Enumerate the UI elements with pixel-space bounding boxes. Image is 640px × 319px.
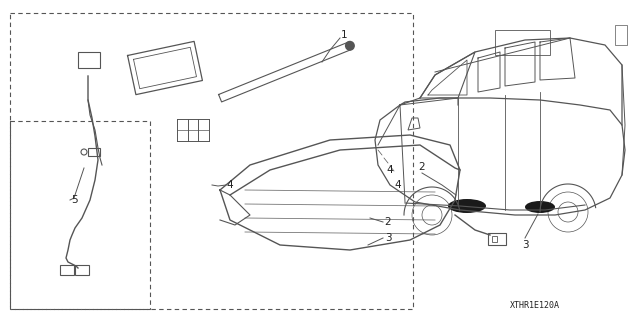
- Bar: [10, 13, 413, 309]
- Text: 4: 4: [395, 180, 401, 190]
- Text: 2: 2: [419, 162, 426, 172]
- Bar: [60, 265, 74, 275]
- Text: XTHR1E120A: XTHR1E120A: [510, 300, 560, 309]
- Text: 2: 2: [385, 217, 391, 227]
- Bar: [615, 25, 627, 45]
- Text: 5: 5: [70, 195, 77, 205]
- Bar: [488, 233, 506, 245]
- Bar: [78, 52, 100, 68]
- Ellipse shape: [525, 201, 555, 213]
- Bar: [75, 265, 89, 275]
- Bar: [492, 236, 497, 242]
- Ellipse shape: [448, 199, 486, 213]
- Text: 4: 4: [387, 165, 394, 175]
- Text: 3: 3: [522, 240, 528, 250]
- Bar: [495, 30, 550, 55]
- Text: 4: 4: [227, 180, 234, 190]
- Bar: [10, 121, 150, 309]
- Bar: [88, 148, 100, 156]
- Text: 1: 1: [340, 30, 348, 40]
- Circle shape: [345, 41, 355, 51]
- Text: 3: 3: [385, 233, 391, 243]
